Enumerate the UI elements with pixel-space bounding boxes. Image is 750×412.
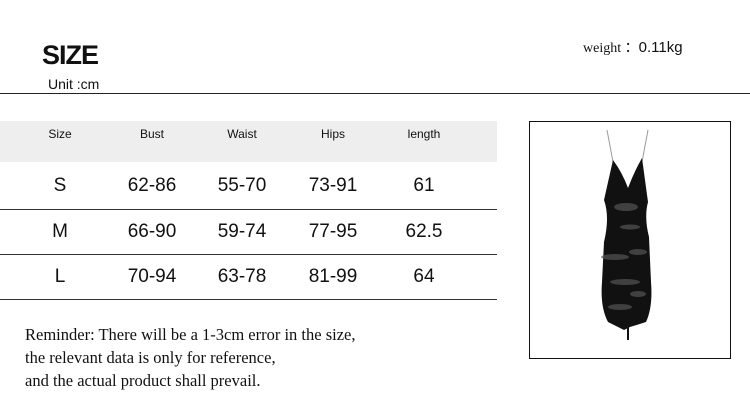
table-header: Size Bust Waist Hips length	[0, 121, 497, 162]
table-row: L 70-94 63-78 81-99 64	[0, 255, 497, 300]
table-cell: L	[54, 266, 66, 287]
reminder-note: Reminder: There will be a 1-3cm error in…	[25, 323, 356, 392]
product-image	[529, 121, 731, 359]
table-cell: 61	[413, 174, 435, 196]
column-header: Size	[48, 126, 72, 141]
table-row: M 66-90 59-74 77-95 62.5	[0, 210, 497, 255]
reminder-line: the relevant data is only for reference,	[25, 348, 276, 367]
table-cell: 81-99	[308, 266, 358, 287]
table-cell: 64	[413, 266, 435, 287]
table-cell: 62-86	[127, 174, 177, 196]
dress-icon	[601, 129, 652, 340]
table-cell: 62.5	[405, 221, 443, 242]
reminder-line: and the actual product shall prevail.	[25, 371, 261, 390]
table-cell: 77-95	[308, 221, 358, 242]
table-cell: 70-94	[127, 266, 177, 287]
unit-label: Unit :cm	[48, 76, 100, 92]
reminder-line: Reminder: There will be a 1-3cm error in…	[25, 325, 356, 344]
weight-label: weight	[583, 41, 622, 56]
column-header: length	[407, 126, 441, 141]
weight-separator: ：	[624, 41, 639, 56]
table-cell: 55-70	[217, 174, 267, 196]
column-header: Hips	[320, 126, 346, 141]
table-cell: S	[53, 174, 67, 196]
size-table: Size Bust Waist Hips length S 62-86 55-70 73-91 6…	[0, 121, 497, 300]
divider	[0, 93, 750, 94]
table-cell: 63-78	[217, 266, 267, 287]
table-cell: 73-91	[308, 174, 358, 196]
weight-info: weight ：0.11kg	[583, 37, 683, 57]
weight-value: 0.11kg	[638, 39, 683, 56]
column-header: Waist	[227, 126, 257, 141]
table-cell: 66-90	[127, 221, 177, 242]
column-header: Bust	[139, 126, 165, 141]
table-cell: 59-74	[217, 221, 267, 242]
table-cell: M	[52, 221, 68, 242]
table-row: S 62-86 55-70 73-91 61	[0, 162, 497, 210]
page-title: SIZE	[42, 40, 99, 70]
